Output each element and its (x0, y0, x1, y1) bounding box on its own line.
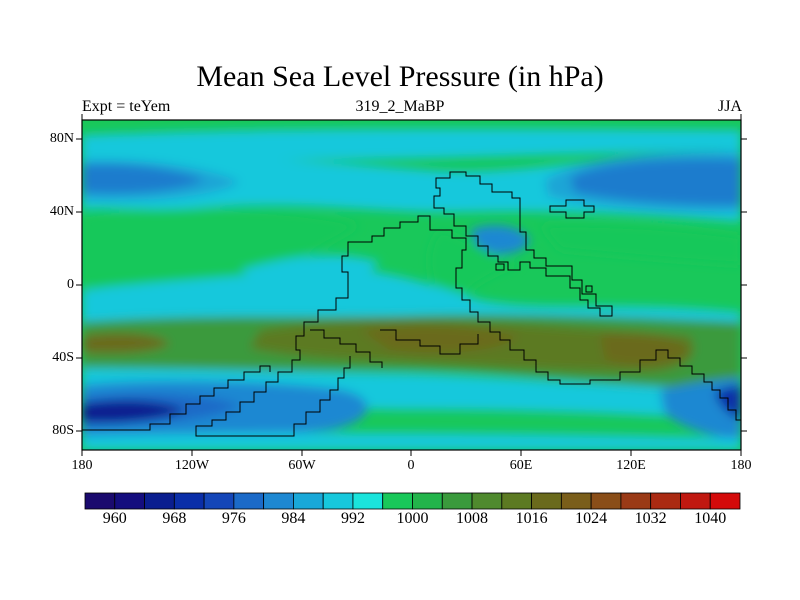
lon-label-180e: 180 (730, 458, 752, 473)
coastline-interior-1 (310, 329, 383, 368)
coastline-interior-2 (380, 329, 479, 355)
period-label: 319_2_MaBP (355, 98, 445, 115)
pressure-field (82, 120, 741, 450)
lon-label-180w: 180 (71, 458, 93, 473)
lon-label-0: 0 (407, 458, 415, 473)
low-southern-ocean-core (82, 400, 185, 423)
colorbar-box (233, 492, 265, 510)
high-south-atlantic (360, 325, 520, 353)
colorbar-label: 992 (340, 510, 365, 527)
lat-label-80n: 80N (49, 131, 74, 146)
colorbar-box (322, 492, 354, 510)
low-north-pacific-ring (82, 159, 240, 201)
colorbar-box (84, 492, 116, 510)
colorbar-box (352, 492, 384, 510)
band-southern (82, 368, 741, 420)
colorbar-label: 960 (102, 510, 127, 527)
colorbar-box (531, 492, 562, 510)
lon-label-60w: 60W (288, 458, 316, 473)
colorbar-box (412, 492, 443, 510)
high-atlantic (429, 230, 520, 305)
season-label: JJA (717, 98, 742, 115)
coastline-gondwana-west (195, 241, 356, 437)
colorbar-box (441, 492, 473, 510)
colorbar-box (560, 492, 592, 510)
colorbar-box (293, 492, 324, 510)
colorbar-label: 1000 (396, 510, 429, 527)
high-south-pacific (82, 333, 170, 354)
colorbar-label: 1024 (575, 510, 608, 527)
lat-label-40s: 40S (52, 350, 74, 365)
lat-label-40n: 40N (49, 204, 74, 219)
lon-label-120w: 120W (174, 458, 210, 473)
coastline-gondwana (356, 215, 741, 421)
colorbar-box (471, 492, 503, 510)
colorbar-label: 1016 (515, 510, 548, 527)
band-equatorial (82, 268, 741, 331)
colorbar-box (173, 492, 205, 510)
colorbar-box (650, 492, 681, 510)
colorbar-label: 976 (221, 510, 246, 527)
low-asia-ring (545, 151, 741, 213)
coastline-islands (495, 263, 593, 293)
colorbar-box (114, 492, 145, 510)
colorbar-box (144, 492, 175, 510)
colorbar-box (263, 492, 294, 510)
colorbar-box (709, 492, 741, 510)
coastline-asia-block (549, 199, 595, 219)
colorbar-box (620, 492, 652, 510)
colorbar-label: 968 (162, 510, 187, 527)
band-antarctic (82, 432, 741, 450)
colorbar-label: 1032 (634, 510, 667, 527)
lon-label-60e: 60E (509, 458, 533, 473)
colorbar-label: 1008 (456, 510, 489, 527)
map-title: Mean Sea Level Pressure (in hPa) (196, 60, 604, 93)
lat-label-80s: 80S (52, 423, 74, 438)
lat-label-0: 0 (67, 277, 74, 292)
colorbar-box (590, 492, 622, 510)
colorbar-label: 984 (281, 510, 306, 527)
lon-label-120e: 120E (616, 458, 646, 473)
high-subtropical-north (82, 209, 360, 290)
axis-ticks (76, 114, 747, 456)
low-mediterranean (470, 225, 530, 255)
colorbar-box (680, 492, 711, 510)
colorbar (84, 492, 741, 510)
coastline-southern-arc (82, 365, 271, 431)
colorbar-box (501, 492, 532, 510)
band-polar-north (82, 128, 741, 160)
trough-west (240, 255, 380, 290)
colorbar-box (382, 492, 413, 510)
colorbar-label: 1040 (694, 510, 727, 527)
high-central-asia (540, 224, 741, 265)
colorbar-box (203, 492, 235, 510)
coastline-main-continent (433, 171, 613, 317)
experiment-label: Expt = teYem (82, 98, 171, 115)
coastlines (82, 171, 741, 437)
